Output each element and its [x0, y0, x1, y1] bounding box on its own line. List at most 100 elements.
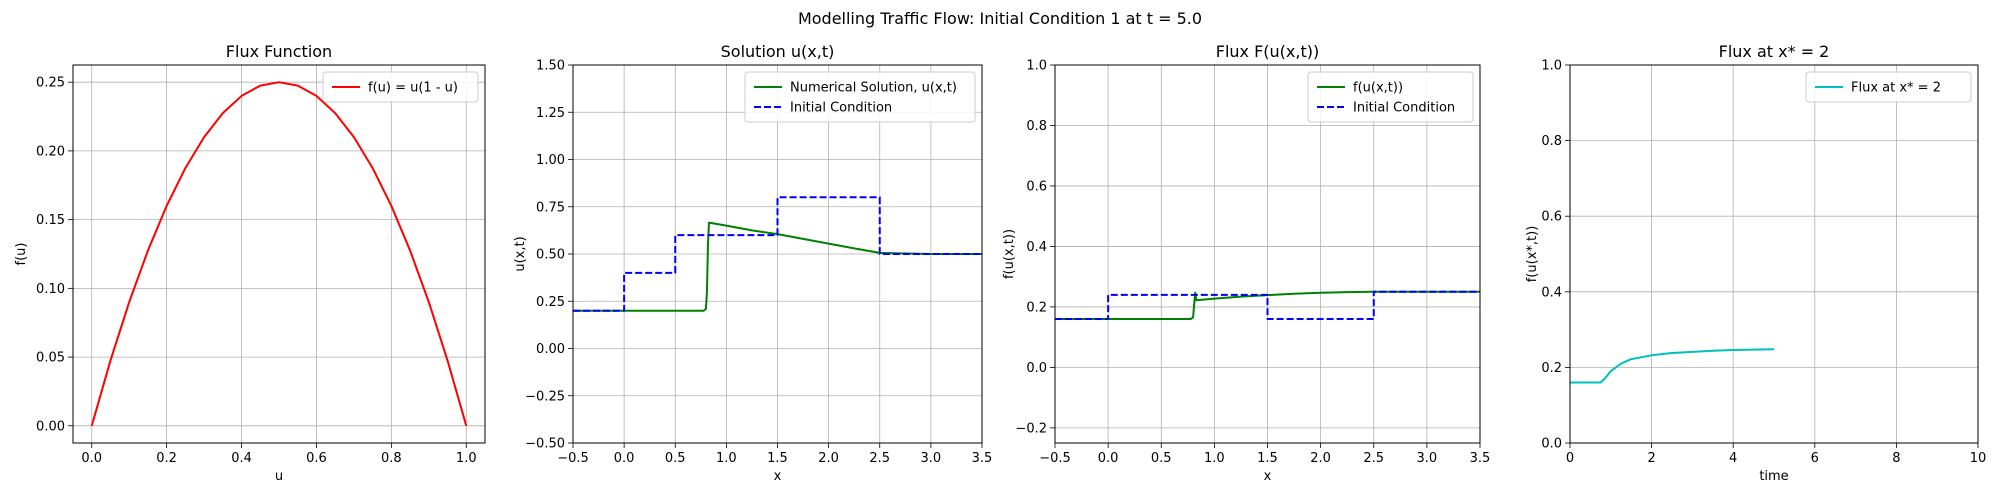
x-tick-label: 2.5: [1363, 451, 1384, 466]
series-group: [1570, 348, 1775, 384]
x-tick-label: 1.5: [767, 451, 788, 466]
y-axis-label: f(u(x,t)): [1002, 229, 1017, 279]
x-tick-label: 1.0: [1204, 451, 1225, 466]
y-tick-label: 0.50: [536, 248, 565, 263]
y-tick-label: 1.00: [536, 153, 565, 168]
series-group: [1055, 290, 1480, 321]
axes-frame: [572, 64, 983, 444]
axes-frame: [1569, 64, 1979, 444]
x-tick-label: 0.0: [614, 451, 635, 466]
legend-box: [322, 71, 479, 103]
x-tick-label: 2.0: [818, 451, 839, 466]
x-tick-label: −0.5: [1039, 451, 1071, 466]
chart-panel-2: −0.5 0.0 0.5 1.0 1.5 2.0 2.5 3.0 3.5 −0.50 −0.25 0.…: [513, 42, 992, 484]
x-tick-label: 4: [1729, 451, 1737, 466]
y-tick-label: 0.4: [1026, 240, 1047, 255]
y-tick-label: 0.2: [1026, 300, 1047, 315]
y-tick-label: 0.0: [1026, 361, 1047, 376]
y-tick-label: 0.8: [1026, 119, 1047, 134]
x-tick-label: 0: [1566, 451, 1574, 466]
y-axis-label: f(u(x*,t)): [1525, 226, 1540, 283]
x-tick-label: 3.5: [1470, 451, 1491, 466]
series-line-1: [1570, 348, 1775, 384]
y-tick-label: 0.20: [36, 144, 65, 159]
chart-title: Solution u(x,t): [721, 42, 835, 61]
legend: Flux at x* = 2: [1805, 71, 1972, 103]
x-tick-label: 0.4: [231, 451, 252, 466]
chart-panel-4: 0 2 4 6 8 10 0.0 0.2 0.4 0.6 0.8 1.0 Flux at x* = 2 t…: [1525, 42, 1986, 484]
chart-title: Flux at x* = 2: [1719, 42, 1830, 61]
y-tick-label: −0.25: [525, 389, 565, 404]
legend-box: [1307, 71, 1474, 123]
y-tick-label: −0.50: [525, 437, 565, 452]
y-tick-label: 0.15: [36, 213, 65, 228]
y-tick-label: −0.2: [1015, 421, 1047, 436]
x-tick-label: 8: [1892, 451, 1900, 466]
y-tick-label: 0.6: [1026, 179, 1047, 194]
x-tick-label: 1.5: [1257, 451, 1278, 466]
x-tick-label: 0.5: [665, 451, 686, 466]
y-tick-label: 1.25: [536, 106, 565, 121]
x-tick-label: 3.0: [1417, 451, 1438, 466]
x-tick-label: 1.0: [716, 451, 737, 466]
y-tick-label: 0.75: [536, 200, 565, 215]
y-tick-label: 1.0: [1541, 59, 1562, 74]
chart-title: Flux Function: [226, 42, 332, 61]
legend-label: Flux at x* = 2: [1851, 81, 1941, 96]
x-tick-label: 6: [1811, 451, 1819, 466]
series-line-2: [573, 196, 982, 312]
y-tick-label: 0.25: [36, 76, 65, 91]
legend: f(u) = u(1 - u): [322, 71, 479, 103]
y-axis-label: u(x,t): [513, 236, 528, 271]
y-tick-label: 0.10: [36, 282, 65, 297]
y-tick-label: 0.0: [1541, 437, 1562, 452]
x-tick-label: 0.8: [381, 451, 402, 466]
y-tick-label: 0.8: [1541, 134, 1562, 149]
x-tick-label: 1.0: [456, 451, 477, 466]
legend-label: Numerical Solution, u(x,t): [790, 81, 957, 96]
series-group: [573, 196, 982, 312]
x-axis-label: x: [1264, 469, 1272, 484]
x-tick-label: 2: [1647, 451, 1655, 466]
x-tick-label: 3.5: [972, 451, 993, 466]
y-tick-label: 0.05: [36, 351, 65, 366]
legend-label: Initial Condition: [790, 101, 892, 116]
legend-label: Initial Condition: [1353, 101, 1455, 116]
axes-frame: [1054, 64, 1481, 444]
y-tick-label: 0.00: [536, 342, 565, 357]
y-tick-label: 0.6: [1541, 210, 1562, 225]
x-axis-label: u: [275, 469, 283, 484]
chart-title: Flux F(u(x,t)): [1216, 42, 1319, 61]
series-group: [90, 81, 468, 427]
x-axis-label: time: [1759, 469, 1788, 484]
x-tick-label: 2.5: [869, 451, 890, 466]
series-line-1: [573, 221, 982, 312]
axes-frame: [72, 64, 486, 444]
series-line-1: [90, 81, 468, 427]
x-tick-label: 10: [1970, 451, 1987, 466]
series-line-2: [1055, 290, 1480, 321]
legend-label: f(u(x,t)): [1353, 81, 1403, 96]
legend-box: [744, 71, 976, 123]
legend: f(u(x,t)) Initial Condition: [1307, 71, 1474, 123]
x-tick-label: −0.5: [557, 451, 589, 466]
y-tick-label: 0.2: [1541, 361, 1562, 376]
x-tick-label: 0.0: [81, 451, 102, 466]
y-tick-label: 1.50: [536, 59, 565, 74]
legend: Numerical Solution, u(x,t) Initial Condit…: [744, 71, 976, 123]
x-tick-label: 2.0: [1310, 451, 1331, 466]
x-tick-label: 0.5: [1151, 451, 1172, 466]
x-tick-label: 0.6: [306, 451, 327, 466]
y-tick-label: 0.25: [536, 295, 565, 310]
x-axis-label: x: [774, 469, 782, 484]
x-tick-label: 0.2: [156, 451, 177, 466]
y-tick-label: 1.0: [1026, 59, 1047, 74]
legend-box: [1805, 71, 1972, 103]
chart-panel-3: −0.5 0.0 0.5 1.0 1.5 2.0 2.5 3.0 3.5 −0.2 0.0 0.2 0.…: [1002, 42, 1490, 484]
figure-suptitle: Modelling Traffic Flow: Initial Conditio…: [798, 9, 1202, 28]
series-line-1: [1055, 290, 1480, 321]
y-tick-label: 0.4: [1541, 285, 1562, 300]
legend-label: f(u) = u(1 - u): [368, 81, 458, 96]
